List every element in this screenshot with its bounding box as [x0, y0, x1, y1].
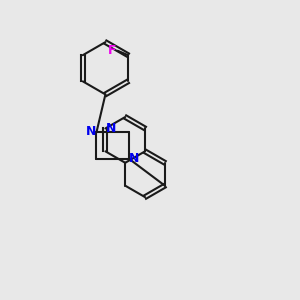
Text: N: N	[106, 122, 116, 135]
Text: F: F	[108, 44, 117, 57]
Text: N: N	[86, 125, 96, 138]
Text: N: N	[129, 152, 140, 165]
